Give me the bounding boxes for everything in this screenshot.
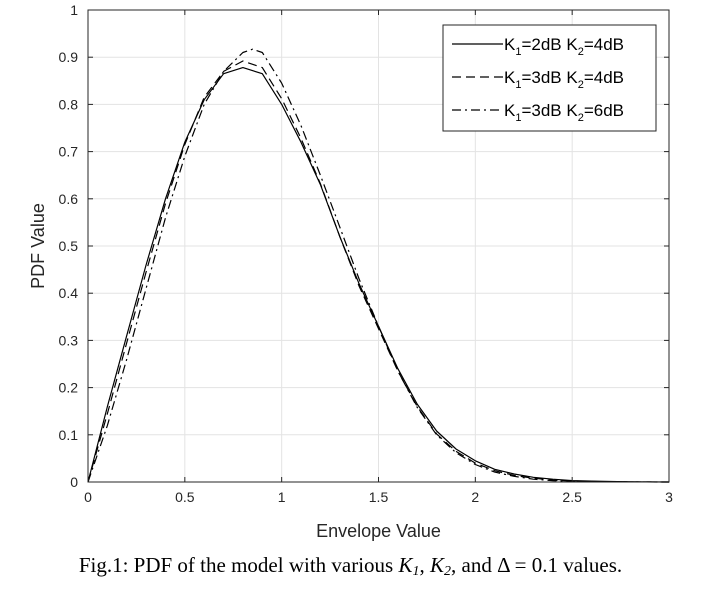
x-axis-label: Envelope Value (316, 521, 441, 541)
y-axis-label: PDF Value (28, 203, 48, 289)
caption-k1: K (398, 553, 413, 577)
y-tick-label: 0.8 (59, 96, 79, 112)
x-tick-label: 3 (665, 489, 673, 505)
y-tick-label: 0.9 (59, 49, 79, 65)
y-tick-label: 0.5 (59, 238, 79, 254)
legend-text-part: =4dB (584, 68, 624, 87)
series-line-2 (87, 60, 670, 483)
legend-text-part: =3dB K (521, 101, 578, 120)
legend-text-part: K (504, 101, 516, 120)
x-tick-label: 1.5 (369, 489, 389, 505)
legend-text-part: =4dB (584, 35, 624, 54)
x-tick-label: 2 (471, 489, 479, 505)
y-tick-label: 0 (70, 474, 78, 490)
legend-box (442, 24, 657, 132)
chart-figure: 0 0.5 1 1.5 2 2.5 3 0 0.1 0.2 0.3 0.4 0.5 0.6 0.7 0.8 0.… (28, 2, 673, 541)
caption-separator-2: , (451, 553, 457, 577)
x-tick-label: 0 (84, 489, 92, 505)
legend-text-part: =3dB K (521, 68, 578, 87)
caption-tail: and Δ = 0.1 values. (461, 553, 623, 577)
y-tick-label: 1 (70, 2, 78, 18)
caption-separator-1: , (419, 553, 430, 577)
legend-subscript: 1 (515, 112, 521, 124)
pdf-line-chart: 0 0.5 1 1.5 2 2.5 3 0 0.1 0.2 0.3 0.4 0.5 0.6 0.7 0.8 0.… (28, 2, 673, 541)
x-tick-label: 2.5 (562, 489, 582, 505)
legend-subscript: 2 (578, 112, 584, 124)
legend-text-part: K (504, 35, 516, 54)
legend-subscript: 1 (515, 79, 521, 91)
series-line-3 (87, 48, 670, 483)
y-tick-label: 0.2 (59, 380, 79, 396)
caption-k1-subscript: 1 (412, 564, 420, 579)
series-line-1 (87, 66, 670, 483)
legend-text-part: K (504, 68, 516, 87)
legend-subscript: 2 (578, 79, 584, 91)
y-tick-label: 0.1 (59, 427, 79, 443)
legend-subscript: 2 (578, 46, 584, 58)
caption-k2: K (430, 553, 445, 577)
y-tick-label: 0.3 (59, 332, 79, 348)
legend-label-3: K1=3dB K2=6dB (504, 101, 624, 124)
y-tick-label: 0.4 (59, 285, 79, 301)
legend-text-part: =6dB (584, 101, 624, 120)
legend-subscript: 1 (515, 46, 521, 58)
y-tick-label: 0.6 (59, 191, 79, 207)
x-tick-label: 1 (278, 489, 286, 505)
figure-caption: Fig.1: PDF of the model with various K1,… (0, 553, 701, 580)
caption-k2-subscript: 2 (444, 564, 452, 579)
y-tick-label: 0.7 (59, 144, 79, 160)
legend-label-2: K1=3dB K2=4dB (504, 68, 624, 91)
x-tick-label: 0.5 (175, 489, 195, 505)
legend-label-1: K1=2dB K2=4dB (504, 35, 624, 58)
caption-prefix: Fig.1: PDF of the model with various (78, 553, 399, 577)
legend-text-part: =2dB K (521, 35, 578, 54)
